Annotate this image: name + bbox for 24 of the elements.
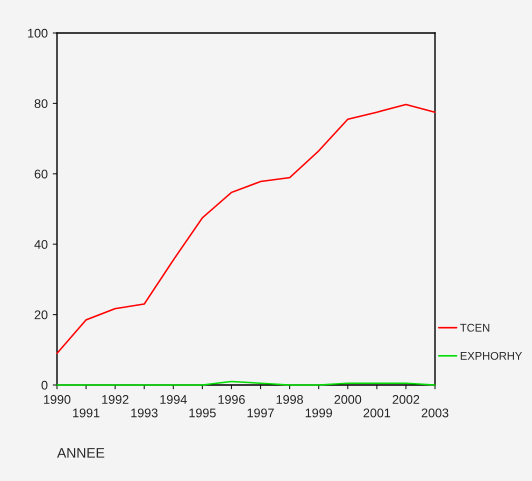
x-tick-label: 1990 <box>44 395 70 404</box>
x-tick-label: 1997 <box>248 408 274 418</box>
x-tick-label: 1995 <box>189 408 216 418</box>
x-tick-label: 1996 <box>218 395 245 404</box>
y-tick-label: 40 <box>34 240 48 249</box>
line-series <box>56 104 436 354</box>
x-tick-label: 2001 <box>364 408 390 418</box>
x-tick-label: 1993 <box>131 408 158 418</box>
x-tick-label: 1999 <box>306 408 332 418</box>
legend-label: TCEN <box>460 324 490 332</box>
x-tick-label: 2000 <box>334 395 362 404</box>
y-tick-label: 20 <box>34 310 48 320</box>
y-tick-label: 80 <box>34 99 48 108</box>
y-tick-label: 0 <box>42 380 48 390</box>
x-tick-label: 1998 <box>276 395 303 404</box>
y-tick-label: 100 <box>28 28 48 38</box>
x-axis-title: ANNEE <box>57 448 104 458</box>
legend-label: EXPHORHY <box>460 352 522 360</box>
x-tick-label: 2003 <box>422 408 448 418</box>
x-tick-label: 1992 <box>102 395 128 404</box>
x-tick-label: 1991 <box>73 408 100 418</box>
y-tick-label: 60 <box>34 170 48 178</box>
x-tick-label: 2002 <box>392 395 420 404</box>
x-tick-label: 1994 <box>160 395 187 404</box>
